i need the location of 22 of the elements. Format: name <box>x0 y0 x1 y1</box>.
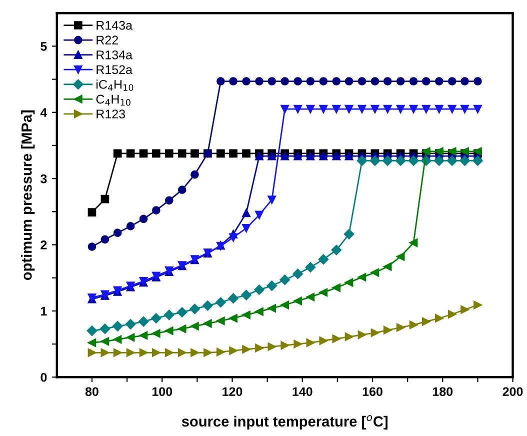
x-tick-label: 200 <box>502 387 523 396</box>
y-tick-label: 4 <box>40 108 48 117</box>
y-tick-label: 5 <box>40 42 47 51</box>
legend-label: R143a <box>96 20 132 30</box>
legend-label: R152a <box>96 65 132 74</box>
x-tick-label: 80 <box>85 387 98 396</box>
legend-label: iC$_{4}$H$_{10}$ <box>96 80 134 91</box>
x-tick-label: 180 <box>433 387 453 396</box>
legend-label: R22 <box>96 36 118 44</box>
x-tick-label: 140 <box>292 387 312 396</box>
y-tick-label: 3 <box>40 174 47 184</box>
y-tick-label: 2 <box>40 240 47 250</box>
y-tick-label: 1 <box>41 306 47 316</box>
x-tick-label: 120 <box>222 387 242 396</box>
x-axis-title: source input temperature [$^{o}$C] <box>182 415 388 430</box>
x-tick-label: 160 <box>362 387 382 396</box>
x-tick-label: 100 <box>152 387 172 396</box>
legend-label: R123 <box>96 110 125 118</box>
legend-label: C$_{4}$H$_{10}$ <box>96 94 130 106</box>
legend-label: R134a <box>96 50 132 60</box>
y-tick-label: 0 <box>40 372 47 382</box>
y-axis-title: optimum pressure [MPa] <box>21 110 35 280</box>
